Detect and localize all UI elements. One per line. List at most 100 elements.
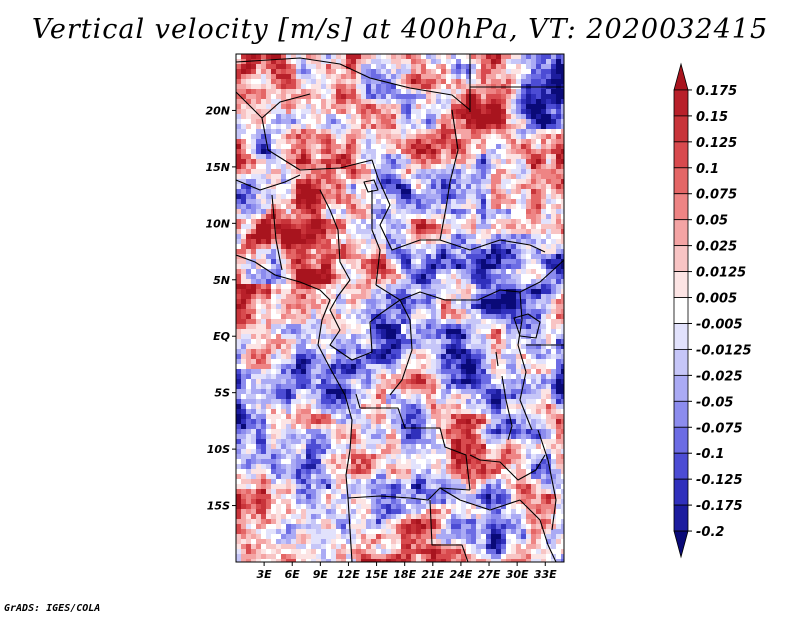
- field-cell: [471, 389, 476, 394]
- field-cell: [306, 104, 311, 109]
- field-cell: [426, 354, 431, 359]
- field-cell: [436, 409, 441, 414]
- field-cell: [411, 409, 416, 414]
- field-cell: [411, 254, 416, 259]
- field-cell: [366, 379, 371, 384]
- field-cell: [376, 429, 381, 434]
- field-cell: [446, 194, 451, 199]
- field-cell: [291, 54, 296, 59]
- field-cell: [451, 244, 456, 249]
- field-cell: [471, 99, 476, 104]
- field-cell: [436, 219, 441, 224]
- field-cell: [416, 204, 421, 209]
- field-cell: [356, 384, 361, 389]
- field-cell: [506, 419, 511, 424]
- field-cell: [416, 314, 421, 319]
- field-cell: [281, 359, 286, 364]
- field-cell: [471, 164, 476, 169]
- field-cell: [331, 264, 336, 269]
- field-cell: [396, 159, 401, 164]
- field-cell: [516, 369, 521, 374]
- field-cell: [366, 354, 371, 359]
- field-cell: [511, 79, 516, 84]
- field-cell: [286, 409, 291, 414]
- field-cell: [446, 429, 451, 434]
- field-cell: [271, 254, 276, 259]
- field-cell: [546, 239, 551, 244]
- field-cell: [466, 309, 471, 314]
- field-cell: [526, 89, 531, 94]
- field-cell: [306, 84, 311, 89]
- field-cell: [506, 414, 511, 419]
- field-cell: [246, 149, 251, 154]
- field-cell: [416, 174, 421, 179]
- field-cell: [361, 319, 366, 324]
- field-cell: [541, 384, 546, 389]
- field-cell: [556, 399, 561, 404]
- field-cell: [321, 349, 326, 354]
- field-cell: [526, 159, 531, 164]
- field-cell: [391, 199, 396, 204]
- field-cell: [541, 409, 546, 414]
- field-cell: [536, 94, 541, 99]
- field-cell: [501, 284, 506, 289]
- field-cell: [306, 79, 311, 84]
- field-cell: [236, 249, 241, 254]
- field-cell: [286, 299, 291, 304]
- field-cell: [531, 159, 536, 164]
- field-cell: [541, 329, 546, 334]
- field-cell: [436, 84, 441, 89]
- field-cell: [441, 264, 446, 269]
- field-cell: [501, 164, 506, 169]
- field-cell: [281, 129, 286, 134]
- field-cell: [461, 139, 466, 144]
- field-cell: [311, 194, 316, 199]
- field-cell: [351, 274, 356, 279]
- field-cell: [431, 284, 436, 289]
- field-cell: [441, 209, 446, 214]
- field-cell: [271, 299, 276, 304]
- field-cell: [506, 164, 511, 169]
- field-cell: [401, 154, 406, 159]
- field-cell: [536, 264, 541, 269]
- field-cell: [501, 119, 506, 124]
- field-cell: [511, 139, 516, 144]
- field-cell: [331, 304, 336, 309]
- field-cell: [406, 154, 411, 159]
- field-cell: [276, 314, 281, 319]
- field-cell: [401, 384, 406, 389]
- field-cell: [426, 214, 431, 219]
- field-cell: [366, 159, 371, 164]
- field-cell: [301, 99, 306, 104]
- field-cell: [311, 179, 316, 184]
- field-cell: [466, 109, 471, 114]
- field-cell: [421, 169, 426, 174]
- field-cell: [251, 189, 256, 194]
- field-cell: [316, 194, 321, 199]
- field-cell: [391, 379, 396, 384]
- field-cell: [426, 244, 431, 249]
- field-cell: [441, 429, 446, 434]
- field-cell: [386, 259, 391, 264]
- field-cell: [521, 269, 526, 274]
- field-cell: [391, 319, 396, 324]
- field-cell: [306, 319, 311, 324]
- field-cell: [381, 354, 386, 359]
- field-cell: [281, 84, 286, 89]
- field-cell: [521, 89, 526, 94]
- field-cell: [541, 114, 546, 119]
- field-cell: [556, 69, 561, 74]
- field-cell: [426, 79, 431, 84]
- field-cell: [426, 284, 431, 289]
- field-cell: [361, 359, 366, 364]
- field-cell: [546, 379, 551, 384]
- field-cell: [471, 269, 476, 274]
- field-cell: [276, 164, 281, 169]
- field-cell: [481, 239, 486, 244]
- field-cell: [306, 189, 311, 194]
- field-cell: [551, 419, 556, 424]
- field-cell: [331, 114, 336, 119]
- field-cell: [476, 94, 481, 99]
- field-cell: [496, 349, 501, 354]
- field-cell: [341, 384, 346, 389]
